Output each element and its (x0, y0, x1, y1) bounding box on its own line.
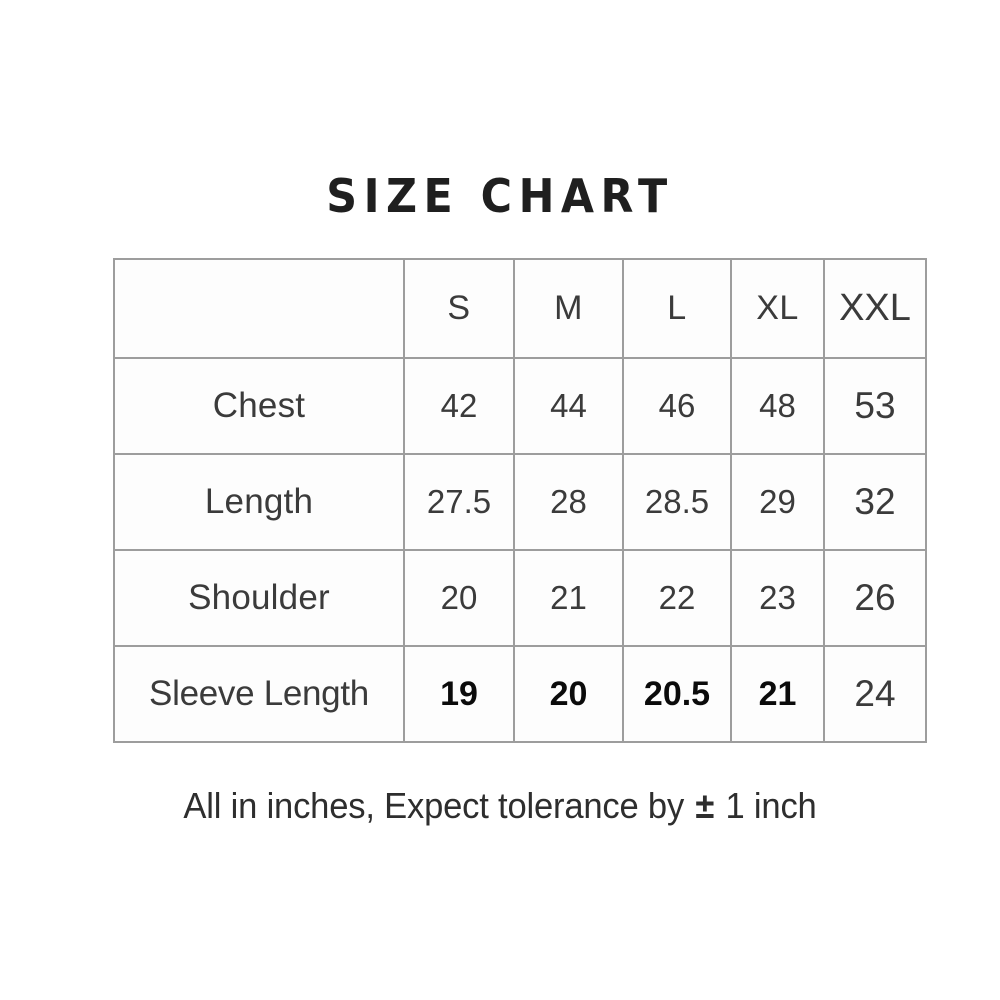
row-label-shoulder: Shoulder (113, 549, 405, 647)
page-title: SIZE CHART (326, 169, 674, 223)
cell-shoulder-xl: 23 (730, 549, 825, 647)
table-header-row: S M L XL XXL (113, 258, 927, 359)
row-label-length: Length (113, 453, 405, 551)
row-label-sleeve-length: Sleeve Length (113, 645, 405, 743)
table-row-shoulder: Shoulder 20 21 22 23 26 (113, 549, 927, 647)
cell-sleeve-length-xxl: 24 (823, 645, 927, 743)
cell-sleeve-length-s: 19 (403, 645, 515, 743)
cell-sleeve-length-l: 20.5 (622, 645, 732, 743)
plus-minus-icon: ± (695, 785, 715, 826)
tolerance-note: All in inches, Expect tolerance by ± 1 i… (20, 782, 980, 830)
cell-length-m: 28 (513, 453, 624, 551)
header-corner-cell (113, 258, 405, 359)
cell-sleeve-length-m: 20 (513, 645, 624, 743)
column-header-s: S (403, 258, 515, 359)
column-header-xxl: XXL (823, 258, 927, 359)
cell-length-l: 28.5 (622, 453, 732, 551)
tolerance-note-after: 1 inch (725, 785, 817, 826)
size-chart-table: S M L XL XXL Chest 42 44 46 48 53 Length… (113, 258, 927, 743)
cell-shoulder-l: 22 (622, 549, 732, 647)
cell-sleeve-length-xl: 21 (730, 645, 825, 743)
tolerance-note-before: All in inches, Expect tolerance by (183, 785, 685, 826)
cell-chest-xl: 48 (730, 357, 825, 455)
cell-chest-m: 44 (513, 357, 624, 455)
column-header-m: M (513, 258, 624, 359)
row-label-chest: Chest (113, 357, 405, 455)
cell-length-xl: 29 (730, 453, 825, 551)
table-row-length: Length 27.5 28 28.5 29 32 (113, 453, 927, 551)
column-header-l: L (622, 258, 732, 359)
table-row-sleeve-length: Sleeve Length 19 20 20.5 21 24 (113, 645, 927, 743)
cell-shoulder-m: 21 (513, 549, 624, 647)
cell-length-xxl: 32 (823, 453, 927, 551)
size-chart-table-container: S M L XL XXL Chest 42 44 46 48 53 Length… (113, 258, 927, 743)
cell-shoulder-s: 20 (403, 549, 515, 647)
cell-shoulder-xxl: 26 (823, 549, 927, 647)
cell-chest-l: 46 (622, 357, 732, 455)
cell-chest-s: 42 (403, 357, 515, 455)
cell-length-s: 27.5 (403, 453, 515, 551)
cell-chest-xxl: 53 (823, 357, 927, 455)
table-row-chest: Chest 42 44 46 48 53 (113, 357, 927, 455)
column-header-xl: XL (730, 258, 825, 359)
